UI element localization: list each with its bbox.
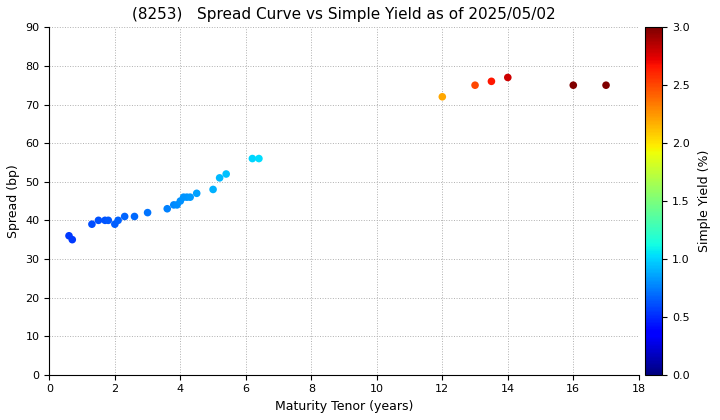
Point: [142, 209, 153, 216]
Point: [214, 174, 225, 181]
Point: [99, 217, 111, 224]
Point: [191, 190, 202, 197]
Point: [66, 236, 78, 243]
X-axis label: Maturity Tenor (years): Maturity Tenor (years): [275, 400, 413, 413]
Y-axis label: Simple Yield (%): Simple Yield (%): [698, 150, 711, 252]
Point: [86, 221, 98, 228]
Point: [567, 82, 579, 89]
Point: [63, 232, 75, 239]
Title: (8253)   Spread Curve vs Simple Yield as of 2025/05/02: (8253) Spread Curve vs Simple Yield as o…: [132, 7, 556, 22]
Point: [469, 82, 481, 89]
Point: [207, 186, 219, 193]
Point: [220, 171, 232, 177]
Point: [112, 217, 124, 224]
Point: [253, 155, 265, 162]
Point: [600, 82, 612, 89]
Point: [486, 78, 498, 85]
Point: [247, 155, 258, 162]
Point: [168, 202, 179, 208]
Point: [129, 213, 140, 220]
Point: [119, 213, 130, 220]
Point: [174, 198, 186, 205]
Point: [171, 202, 183, 208]
Point: [181, 194, 193, 200]
Point: [178, 194, 189, 200]
Point: [502, 74, 513, 81]
Point: [109, 221, 120, 228]
Point: [161, 205, 173, 212]
Point: [102, 217, 114, 224]
Point: [436, 93, 448, 100]
Y-axis label: Spread (bp): Spread (bp): [7, 164, 20, 238]
Point: [93, 217, 104, 224]
Point: [184, 194, 196, 200]
